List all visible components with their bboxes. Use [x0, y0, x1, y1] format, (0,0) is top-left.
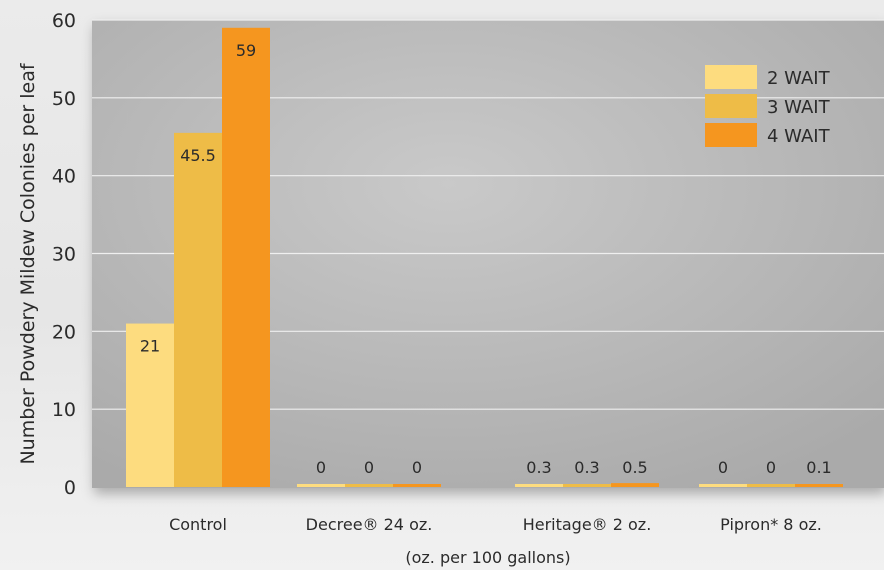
x-tick-label: Decree® 24 oz. [306, 515, 433, 534]
bar [563, 484, 611, 487]
data-label: 0 [766, 458, 776, 477]
bar [699, 484, 747, 487]
data-label: 0.5 [622, 458, 647, 477]
data-label: 21 [140, 337, 160, 356]
bar [345, 484, 393, 487]
y-axis: 0 10 20 30 40 50 60 [52, 10, 76, 499]
data-label: 0.1 [806, 458, 831, 477]
bar [747, 484, 795, 487]
bar [174, 132, 222, 487]
x-tick-label: Heritage® 2 oz. [523, 515, 652, 534]
bar [393, 484, 441, 487]
y-tick-label: 30 [52, 244, 76, 266]
data-label: 0.3 [526, 458, 551, 477]
bar [515, 484, 563, 487]
data-label: 0 [412, 458, 422, 477]
data-label: 0 [316, 458, 326, 477]
bar [297, 484, 345, 487]
legend-swatch [705, 65, 757, 89]
data-label: 0.3 [574, 458, 599, 477]
data-label: 59 [236, 41, 256, 60]
y-tick-label: 40 [52, 166, 76, 188]
data-label: 45.5 [180, 146, 216, 165]
data-label: 0 [364, 458, 374, 477]
x-tick-label: Control [169, 515, 227, 534]
legend: 2 WAIT 3 WAIT 4 WAIT [705, 65, 831, 147]
data-label: 0 [718, 458, 728, 477]
bars: 21 45.5 59 0 0 0 0.3 0.3 0.5 0 0 0.1 [126, 27, 843, 488]
y-tick-label: 60 [52, 10, 76, 32]
bar [611, 483, 659, 487]
legend-entry: 3 WAIT [767, 97, 831, 118]
x-axis-label: (oz. per 100 gallons) [405, 548, 570, 567]
bar [222, 27, 270, 488]
legend-entry: 4 WAIT [767, 126, 831, 147]
legend-swatch [705, 94, 757, 118]
bar [126, 323, 174, 487]
legend-entry: 2 WAIT [767, 68, 831, 89]
y-tick-label: 0 [64, 477, 76, 499]
x-tick-label: Pipron* 8 oz. [720, 515, 822, 534]
y-axis-label: Number Powdery Mildew Colonies per leaf [17, 62, 39, 464]
y-tick-label: 10 [52, 399, 76, 421]
legend-swatch [705, 123, 757, 147]
x-axis: Control Decree® 24 oz. Heritage® 2 oz. Pipr… [169, 515, 822, 534]
bar [795, 484, 843, 487]
y-tick-label: 20 [52, 321, 76, 343]
y-tick-label: 50 [52, 88, 76, 110]
